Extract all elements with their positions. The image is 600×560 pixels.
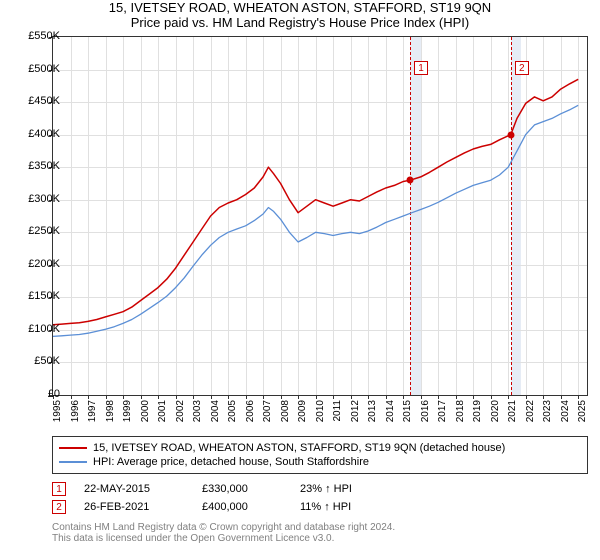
x-axis-label: 2018 [455, 400, 466, 422]
x-axis-label: 1996 [70, 400, 81, 422]
y-axis-label: £0 [12, 388, 60, 400]
footer-line: This data is licensed under the Open Gov… [52, 533, 588, 544]
sales-table: 1 22-MAY-2015 £330,000 23% ↑ HPI 2 26-FE… [52, 480, 588, 516]
legend-label: HPI: Average price, detached house, Sout… [93, 456, 369, 468]
sale-row: 2 26-FEB-2021 £400,000 11% ↑ HPI [52, 498, 588, 516]
sale-date: 22-MAY-2015 [84, 483, 184, 495]
legend-item: HPI: Average price, detached house, Sout… [59, 455, 581, 469]
y-axis-label: £550K [12, 30, 60, 42]
chart-legend: 15, IVETSEY ROAD, WHEATON ASTON, STAFFOR… [52, 436, 588, 474]
y-axis-label: £500K [12, 63, 60, 75]
x-axis-label: 1997 [87, 400, 98, 422]
legend-label: 15, IVETSEY ROAD, WHEATON ASTON, STAFFOR… [93, 442, 505, 454]
x-axis-label: 2006 [245, 400, 256, 422]
page-title-line2: Price paid vs. HM Land Registry's House … [0, 15, 600, 30]
x-axis-label: 2013 [367, 400, 378, 422]
sale-marker-2: 2 [52, 500, 66, 514]
x-axis-label: 2022 [525, 400, 536, 422]
x-axis-label: 2020 [490, 400, 501, 422]
x-axis-label: 2005 [227, 400, 238, 422]
x-axis-label: 2021 [507, 400, 518, 422]
y-axis-label: £50K [12, 355, 60, 367]
sale-delta: 11% ↑ HPI [300, 501, 351, 513]
x-axis-label: 2009 [297, 400, 308, 422]
x-axis-label: 2019 [472, 400, 483, 422]
y-axis-label: £100K [12, 323, 60, 335]
x-axis-label: 2010 [315, 400, 326, 422]
x-axis-label: 2023 [542, 400, 553, 422]
legend-item: 15, IVETSEY ROAD, WHEATON ASTON, STAFFOR… [59, 441, 581, 455]
sale-row: 1 22-MAY-2015 £330,000 23% ↑ HPI [52, 480, 588, 498]
x-axis-label: 2003 [192, 400, 203, 422]
x-axis-label: 2015 [402, 400, 413, 422]
y-axis-label: £250K [12, 225, 60, 237]
legend-swatch [59, 461, 87, 463]
x-axis-label: 2001 [157, 400, 168, 422]
footer-line: Contains HM Land Registry data © Crown c… [52, 522, 588, 533]
x-axis-label: 2016 [420, 400, 431, 422]
y-axis-label: £350K [12, 160, 60, 172]
y-axis-label: £450K [12, 95, 60, 107]
y-axis-label: £300K [12, 193, 60, 205]
x-axis-label: 2000 [140, 400, 151, 422]
x-axis-label: 1998 [105, 400, 116, 422]
footer-attribution: Contains HM Land Registry data © Crown c… [52, 522, 588, 544]
x-axis-label: 2011 [332, 400, 343, 422]
x-axis-label: 2004 [210, 400, 221, 422]
x-axis-label: 2007 [262, 400, 273, 422]
sale-delta: 23% ↑ HPI [300, 483, 352, 495]
sale-price: £330,000 [202, 483, 282, 495]
x-axis-label: 2012 [350, 400, 361, 422]
x-axis-label: 1995 [52, 400, 63, 422]
x-axis-label: 2024 [560, 400, 571, 422]
x-axis-label: 1999 [122, 400, 133, 422]
sale-marker-1: 1 [52, 482, 66, 496]
x-axis-label: 2025 [577, 400, 588, 422]
y-axis-label: £200K [12, 258, 60, 270]
legend-swatch [59, 447, 87, 449]
price-chart: 12 [52, 36, 588, 396]
page-title-line1: 15, IVETSEY ROAD, WHEATON ASTON, STAFFOR… [0, 0, 600, 15]
x-axis-label: 2014 [385, 400, 396, 422]
x-axis-label: 2008 [280, 400, 291, 422]
sale-price: £400,000 [202, 501, 282, 513]
x-axis-label: 2002 [175, 400, 186, 422]
sale-date: 26-FEB-2021 [84, 501, 184, 513]
y-axis-label: £150K [12, 290, 60, 302]
x-axis-label: 2017 [437, 400, 448, 422]
y-axis-label: £400K [12, 128, 60, 140]
